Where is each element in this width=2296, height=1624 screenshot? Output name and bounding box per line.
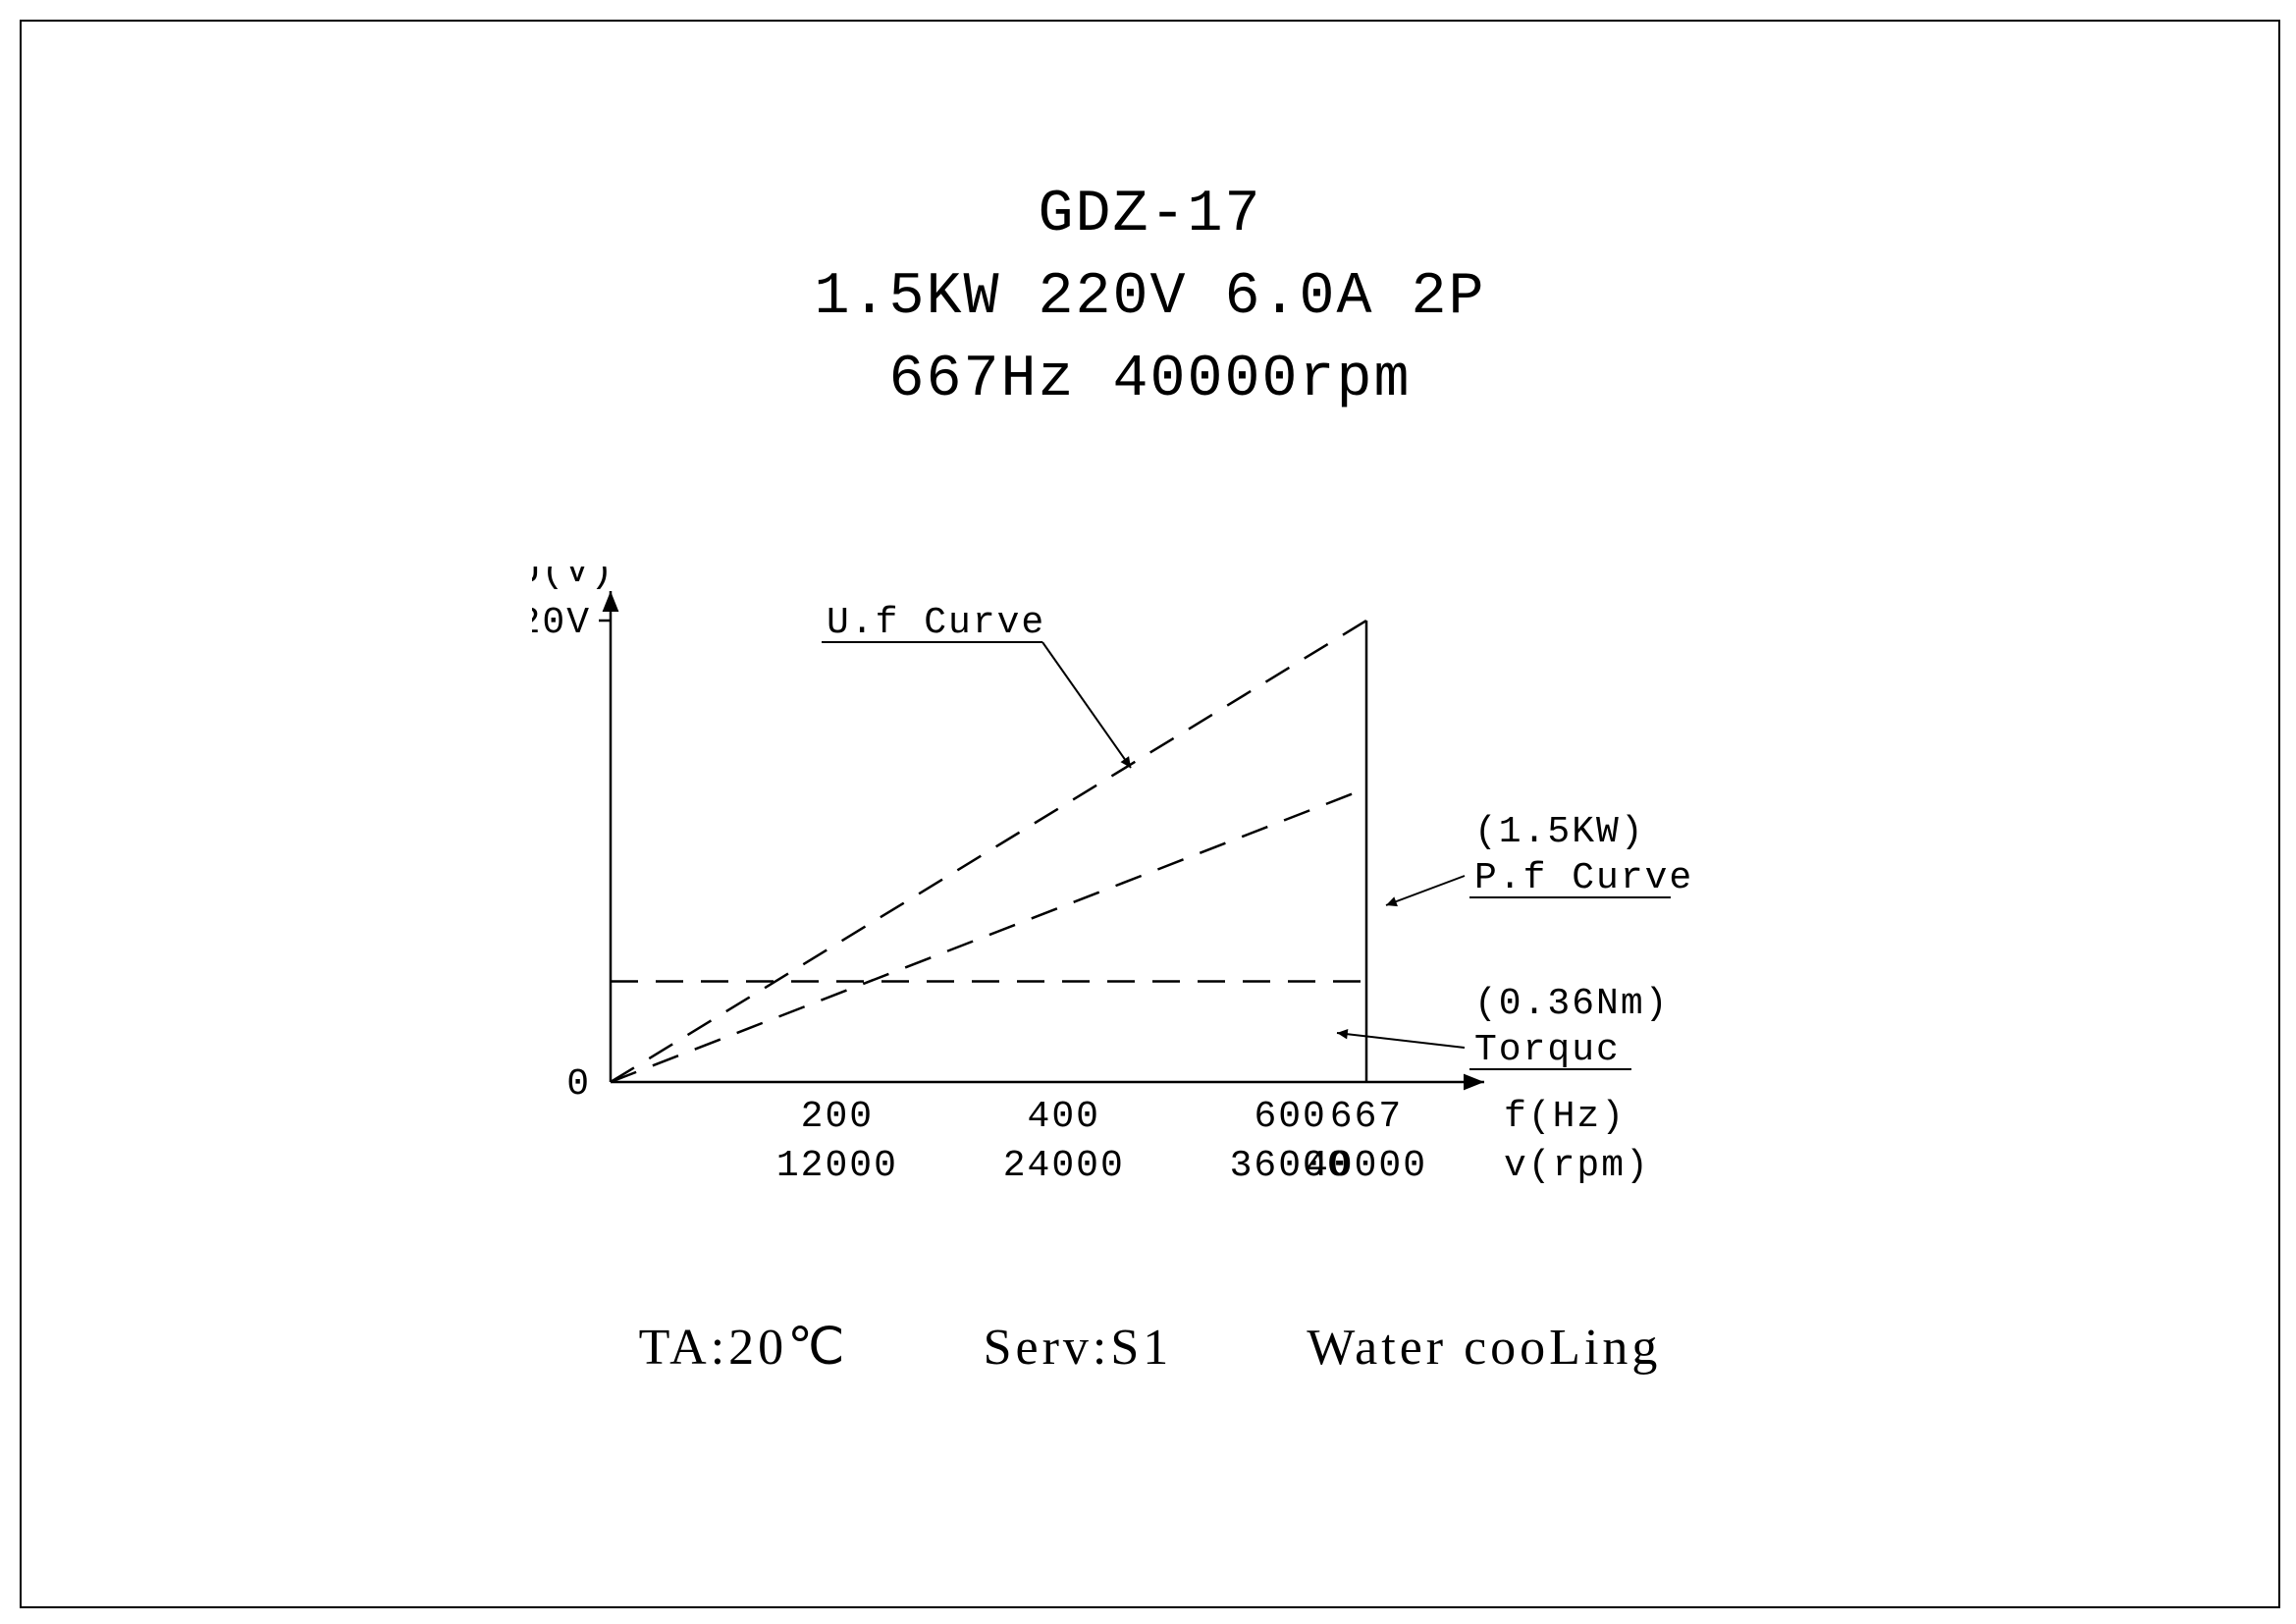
ambient-temp: TA:20℃ bbox=[639, 1320, 849, 1376]
svg-text:f(Hz): f(Hz) bbox=[1504, 1096, 1626, 1138]
svg-text:667: 667 bbox=[1330, 1096, 1403, 1138]
svg-text:(0.36Nm): (0.36Nm) bbox=[1474, 983, 1669, 1025]
svg-text:24000: 24000 bbox=[1003, 1145, 1125, 1187]
svg-text:400: 400 bbox=[1028, 1096, 1100, 1138]
svg-text:v(rpm): v(rpm) bbox=[1504, 1145, 1650, 1187]
freq-rpm-line: 667Hz 40000rpm bbox=[22, 339, 2278, 421]
service-class: Serv:S1 bbox=[984, 1320, 1173, 1376]
svg-text:Torquc: Torquc bbox=[1474, 1029, 1621, 1071]
svg-text:P.f Curve: P.f Curve bbox=[1474, 857, 1693, 899]
svg-text:(1.5KW): (1.5KW) bbox=[1474, 811, 1645, 853]
header-block: GDZ-17 1.5KW 220V 6.0A 2P 667Hz 40000rpm bbox=[22, 174, 2278, 421]
svg-text:U(V): U(V) bbox=[532, 567, 614, 593]
svg-text:0: 0 bbox=[566, 1063, 591, 1106]
svg-text:12000: 12000 bbox=[776, 1145, 898, 1187]
svg-text:220V: 220V bbox=[532, 602, 591, 644]
footer-block: TA:20℃ Serv:S1 Water cooLing bbox=[22, 1318, 2278, 1377]
spec-line: 1.5KW 220V 6.0A 2P bbox=[22, 256, 2278, 339]
page-frame: GDZ-17 1.5KW 220V 6.0A 2P 667Hz 40000rpm… bbox=[20, 20, 2280, 1608]
cooling-type: Water cooLing bbox=[1307, 1320, 1661, 1376]
svg-text:U.f Curve: U.f Curve bbox=[827, 602, 1045, 644]
svg-text:600: 600 bbox=[1254, 1096, 1326, 1138]
svg-text:40000: 40000 bbox=[1306, 1145, 1427, 1187]
svg-text:200: 200 bbox=[801, 1096, 874, 1138]
uf-pf-torque-chart: U(V)220V0f(Hz)v(rpm)20012000400240006003… bbox=[532, 567, 1906, 1205]
model-name: GDZ-17 bbox=[22, 174, 2278, 256]
